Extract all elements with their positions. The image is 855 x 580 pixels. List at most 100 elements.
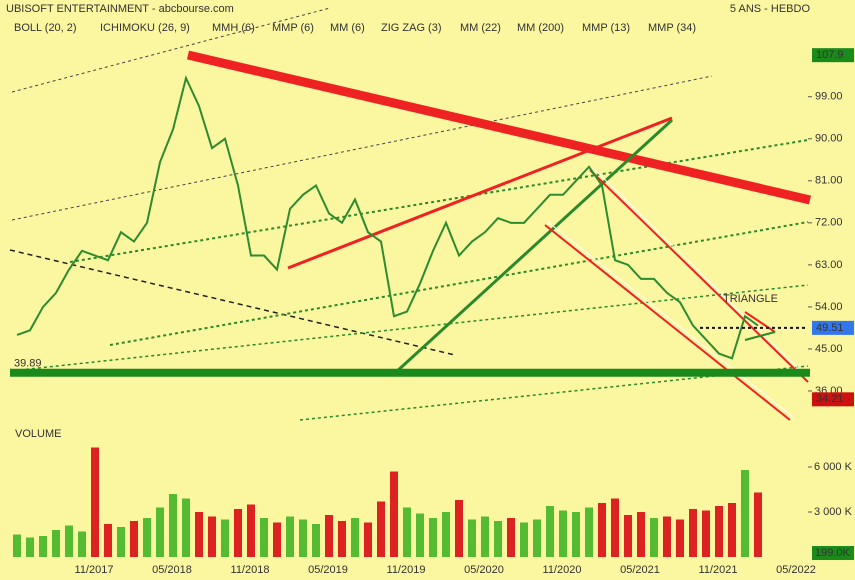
legend-item: MMH (6) (212, 22, 255, 34)
value-marker-label: 34.21 (816, 393, 844, 405)
volume-bar (611, 498, 619, 557)
volume-bar (91, 447, 99, 557)
volume-bar (260, 518, 268, 557)
volume-bar (221, 519, 229, 557)
y-tick-label: 54.00 (815, 301, 843, 313)
volume-bar (715, 506, 723, 557)
x-tick-label: 05/2020 (464, 564, 504, 576)
support-label: 39.89 (14, 358, 42, 370)
legend-item: ICHIMOKU (26, 9) (100, 22, 190, 34)
legend-item: MM (200) (517, 22, 564, 34)
volume-bar (676, 519, 684, 557)
volume-bar (481, 516, 489, 557)
chart-title: UBISOFT ENTERTAINMENT - abcbourse.com (6, 3, 234, 15)
value-marker (812, 48, 854, 63)
volume-bar (39, 536, 47, 557)
trendlines (9, 7, 812, 421)
x-tick-label: 11/2017 (75, 564, 114, 576)
volume-bar (572, 512, 580, 557)
volume-bar (429, 518, 437, 557)
x-tick-label: 11/2021 (699, 564, 738, 576)
value-marker (812, 320, 854, 335)
legend-item: MMP (34) (648, 22, 696, 34)
y-tick-label: 90.00 (815, 133, 843, 145)
value-marker (812, 546, 854, 561)
volume-bar (234, 509, 242, 557)
y-tick-label: 81.00 (815, 175, 843, 187)
x-tick-label: 05/2019 (308, 564, 348, 576)
volume-bar (533, 519, 541, 557)
x-tick-label: 05/2022 (776, 564, 816, 576)
volume-bar (377, 501, 385, 557)
legend-item: ZIG ZAG (3) (381, 22, 442, 34)
x-tick-label: 11/2019 (387, 564, 426, 576)
volume-bar (156, 507, 164, 557)
volume-bar (52, 530, 60, 557)
volume-bar (650, 518, 658, 557)
y-tick-label: 63.00 (815, 259, 843, 271)
volume-bar (702, 510, 710, 557)
legend-item: MMP (6) (272, 22, 314, 34)
volume-bar (195, 512, 203, 557)
volume-bar (559, 510, 567, 557)
volume-bar (624, 515, 632, 557)
volume-bar (403, 507, 411, 557)
volume-bar (130, 521, 138, 557)
legend-item: MM (6) (330, 22, 365, 34)
volume-bar (273, 522, 281, 557)
volume-bar (65, 525, 73, 557)
x-tick-label: 05/2018 (152, 564, 192, 576)
volume-bar (416, 513, 424, 557)
volume-bar (117, 527, 125, 557)
volume-bar (143, 518, 151, 557)
volume-bar (338, 521, 346, 557)
legend-item: BOLL (20, 2) (14, 22, 77, 34)
volume-bar (169, 494, 177, 557)
y-tick-label: 6 000 K (814, 461, 853, 473)
volume-bar (455, 500, 463, 557)
x-tick-label: 11/2020 (543, 564, 582, 576)
x-tick-label: 11/2018 (231, 564, 270, 576)
volume-bar (104, 524, 112, 557)
volume-bar (728, 503, 736, 557)
volume-title: VOLUME (15, 428, 61, 440)
volume-bar (390, 471, 398, 557)
value-marker-label: 107.9 (816, 49, 844, 61)
volume-bar (351, 518, 359, 557)
volume-bar (663, 516, 671, 557)
volume-bar (247, 504, 255, 557)
volume-bar (13, 534, 21, 557)
volume-bar (364, 522, 372, 557)
price-line (16, 75, 759, 360)
volume-bar (299, 519, 307, 557)
volume-bar (208, 516, 216, 557)
volume-bar (520, 522, 528, 557)
volume-bar (26, 537, 34, 557)
legend-item: MMP (13) (582, 22, 630, 34)
annotation: TRIANGLE (723, 293, 778, 305)
volume-bar (507, 518, 515, 557)
chart-subtitle: 5 ANS - HEBDO (730, 3, 811, 15)
volume-bar (637, 512, 645, 557)
y-tick-label: 3 000 K (814, 506, 853, 518)
volume-bar (546, 506, 554, 557)
volume-bar (585, 507, 593, 557)
volume-bar (598, 503, 606, 557)
volume-bar (78, 531, 86, 557)
y-tick-label: 45.00 (815, 343, 843, 355)
y-tick-label: 99.00 (815, 91, 843, 103)
volume-bar (325, 515, 333, 557)
volume-bar (494, 521, 502, 557)
volume-bar (468, 519, 476, 557)
x-tick-label: 05/2021 (620, 564, 660, 576)
volume-bar (741, 470, 749, 557)
y-tick-label: 72.00 (815, 217, 843, 229)
volume-bar (689, 509, 697, 557)
value-marker-label: 49.51 (816, 322, 844, 334)
volume-bar (286, 516, 294, 557)
volume-bar (754, 492, 762, 557)
volume-bar (312, 524, 320, 557)
volume-bar (182, 498, 190, 557)
